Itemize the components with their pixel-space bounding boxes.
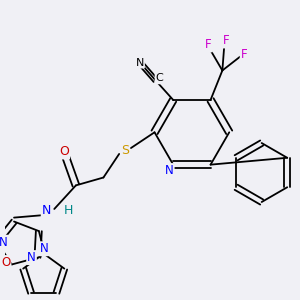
Text: H: H	[63, 204, 73, 218]
Text: N: N	[42, 204, 51, 218]
Text: N: N	[27, 251, 36, 264]
Text: O: O	[1, 256, 10, 269]
Text: N: N	[39, 242, 48, 255]
Text: N: N	[165, 164, 174, 177]
Text: F: F	[205, 38, 212, 51]
Text: F: F	[223, 34, 230, 47]
Text: C: C	[156, 73, 163, 83]
Text: O: O	[59, 146, 69, 158]
Text: F: F	[241, 48, 247, 61]
Text: N: N	[0, 236, 8, 249]
Text: N: N	[136, 58, 144, 68]
Text: S: S	[121, 143, 129, 157]
